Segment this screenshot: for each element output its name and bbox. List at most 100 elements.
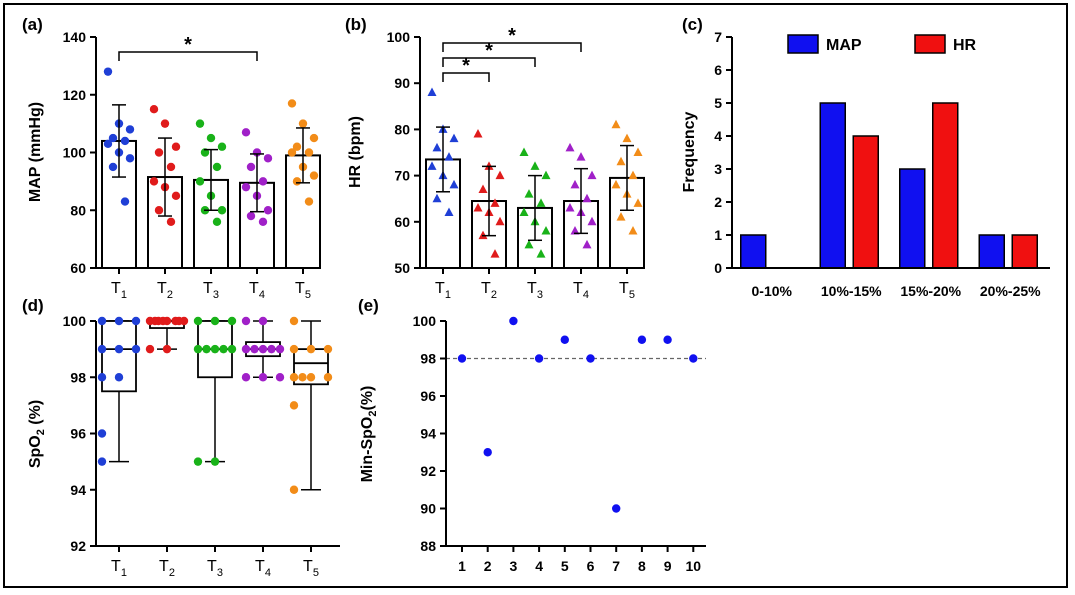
data-point-b [576, 152, 586, 161]
y-tick-label-c: 0 [714, 260, 722, 276]
x-tick-label-c: 15%-20% [900, 283, 961, 299]
data-point-b [570, 226, 580, 235]
data-point-d [114, 373, 124, 382]
data-point-b [587, 170, 597, 180]
data-point-b [530, 161, 540, 170]
data-point-a [103, 139, 113, 149]
data-point-d [97, 316, 107, 326]
y-tick-label-b: 60 [394, 214, 410, 230]
data-point-a [263, 206, 273, 215]
y-tick-label-a: 100 [63, 145, 87, 161]
data-point-d [97, 344, 107, 354]
data-point-e [689, 354, 698, 363]
y-tick-label-a: 120 [63, 87, 87, 103]
legend-label-map: MAP [826, 37, 862, 54]
data-point-a [154, 148, 164, 157]
data-point-d [202, 344, 211, 354]
y-tick-label-e: 92 [420, 463, 436, 479]
data-point-d [258, 344, 268, 354]
y-tick-label-b: 90 [394, 75, 410, 91]
data-point-a [217, 206, 227, 215]
figure-frame [3, 3, 1068, 588]
data-point-a [246, 162, 256, 172]
data-point-a [292, 177, 302, 186]
x-tick-label-d: T1 [111, 558, 127, 579]
data-point-d [145, 344, 155, 354]
data-point-d [162, 344, 172, 354]
data-point-a [103, 67, 113, 76]
x-tick-label-d: T3 [207, 558, 223, 579]
x-tick-label-a: T5 [295, 280, 311, 301]
data-point-a [292, 142, 302, 151]
data-point-d [298, 373, 307, 382]
x-tick-label-d: T4 [255, 558, 271, 579]
data-point-d [114, 316, 124, 326]
x-tick-label-e: 2 [484, 558, 492, 574]
data-point-d [174, 316, 184, 326]
data-point-b [432, 193, 442, 203]
data-point-b [582, 193, 592, 203]
data-point-b [565, 142, 575, 152]
data-point-b [628, 170, 638, 180]
significance-label-b: * [485, 40, 493, 62]
y-tick-label-e: 98 [420, 351, 436, 367]
y-tick-label-b: 100 [387, 29, 411, 45]
panel-label-b: (b) [345, 15, 367, 34]
panel-label-a: (a) [22, 15, 43, 34]
data-point-d [289, 401, 299, 410]
data-point-a [154, 206, 164, 215]
y-axis-label-e: Min-SpO2(%) [359, 386, 379, 483]
data-point-b [587, 216, 597, 226]
data-point-b [490, 249, 500, 258]
data-point-e [509, 316, 518, 326]
data-point-d [289, 344, 299, 354]
significance-label-b: * [508, 25, 516, 47]
data-point-a [217, 142, 227, 151]
y-tick-label-b: 80 [394, 121, 410, 137]
y-tick-label-c: 7 [714, 29, 722, 45]
data-point-d [193, 344, 203, 354]
data-point-e [612, 504, 621, 513]
data-point-d [323, 344, 333, 354]
data-point-a [309, 133, 319, 143]
bar-c-hr [852, 135, 879, 269]
data-point-b [449, 133, 459, 143]
data-point-e [560, 335, 569, 344]
data-point-b [432, 142, 442, 152]
data-point-a [149, 104, 159, 114]
data-point-d [219, 344, 228, 354]
data-point-b [633, 198, 643, 207]
data-point-a [149, 177, 159, 186]
data-point-b [536, 198, 546, 207]
y-tick-label-c: 5 [714, 95, 722, 111]
y-tick-label-e: 96 [420, 388, 436, 404]
x-tick-label-d: T5 [303, 558, 319, 579]
data-point-b [611, 179, 621, 189]
bar-c-hr [1011, 234, 1038, 269]
data-point-b [490, 198, 500, 207]
x-tick-label-a: T3 [203, 280, 219, 301]
data-point-d [258, 373, 268, 382]
x-tick-label-e: 10 [686, 558, 702, 574]
data-point-b [582, 239, 592, 249]
data-point-a [166, 162, 176, 172]
data-point-d [210, 316, 220, 326]
panel-label-d: (d) [22, 296, 44, 315]
data-point-a [241, 128, 251, 137]
data-point-d [227, 344, 237, 354]
data-point-b [519, 147, 529, 156]
bar-c-map [819, 102, 846, 269]
data-point-a [304, 148, 314, 157]
data-point-a [166, 217, 176, 226]
data-point-d [150, 316, 160, 326]
x-tick-label-b: T5 [619, 280, 635, 301]
y-tick-label-c: 6 [714, 62, 722, 78]
x-tick-label-b: T2 [481, 280, 497, 301]
data-point-a [258, 177, 268, 186]
panel-label-c: (c) [682, 15, 703, 34]
data-point-b [524, 189, 534, 198]
data-point-a [287, 148, 297, 157]
data-point-b [616, 212, 626, 221]
data-point-b [427, 161, 437, 170]
data-point-b [473, 202, 483, 212]
